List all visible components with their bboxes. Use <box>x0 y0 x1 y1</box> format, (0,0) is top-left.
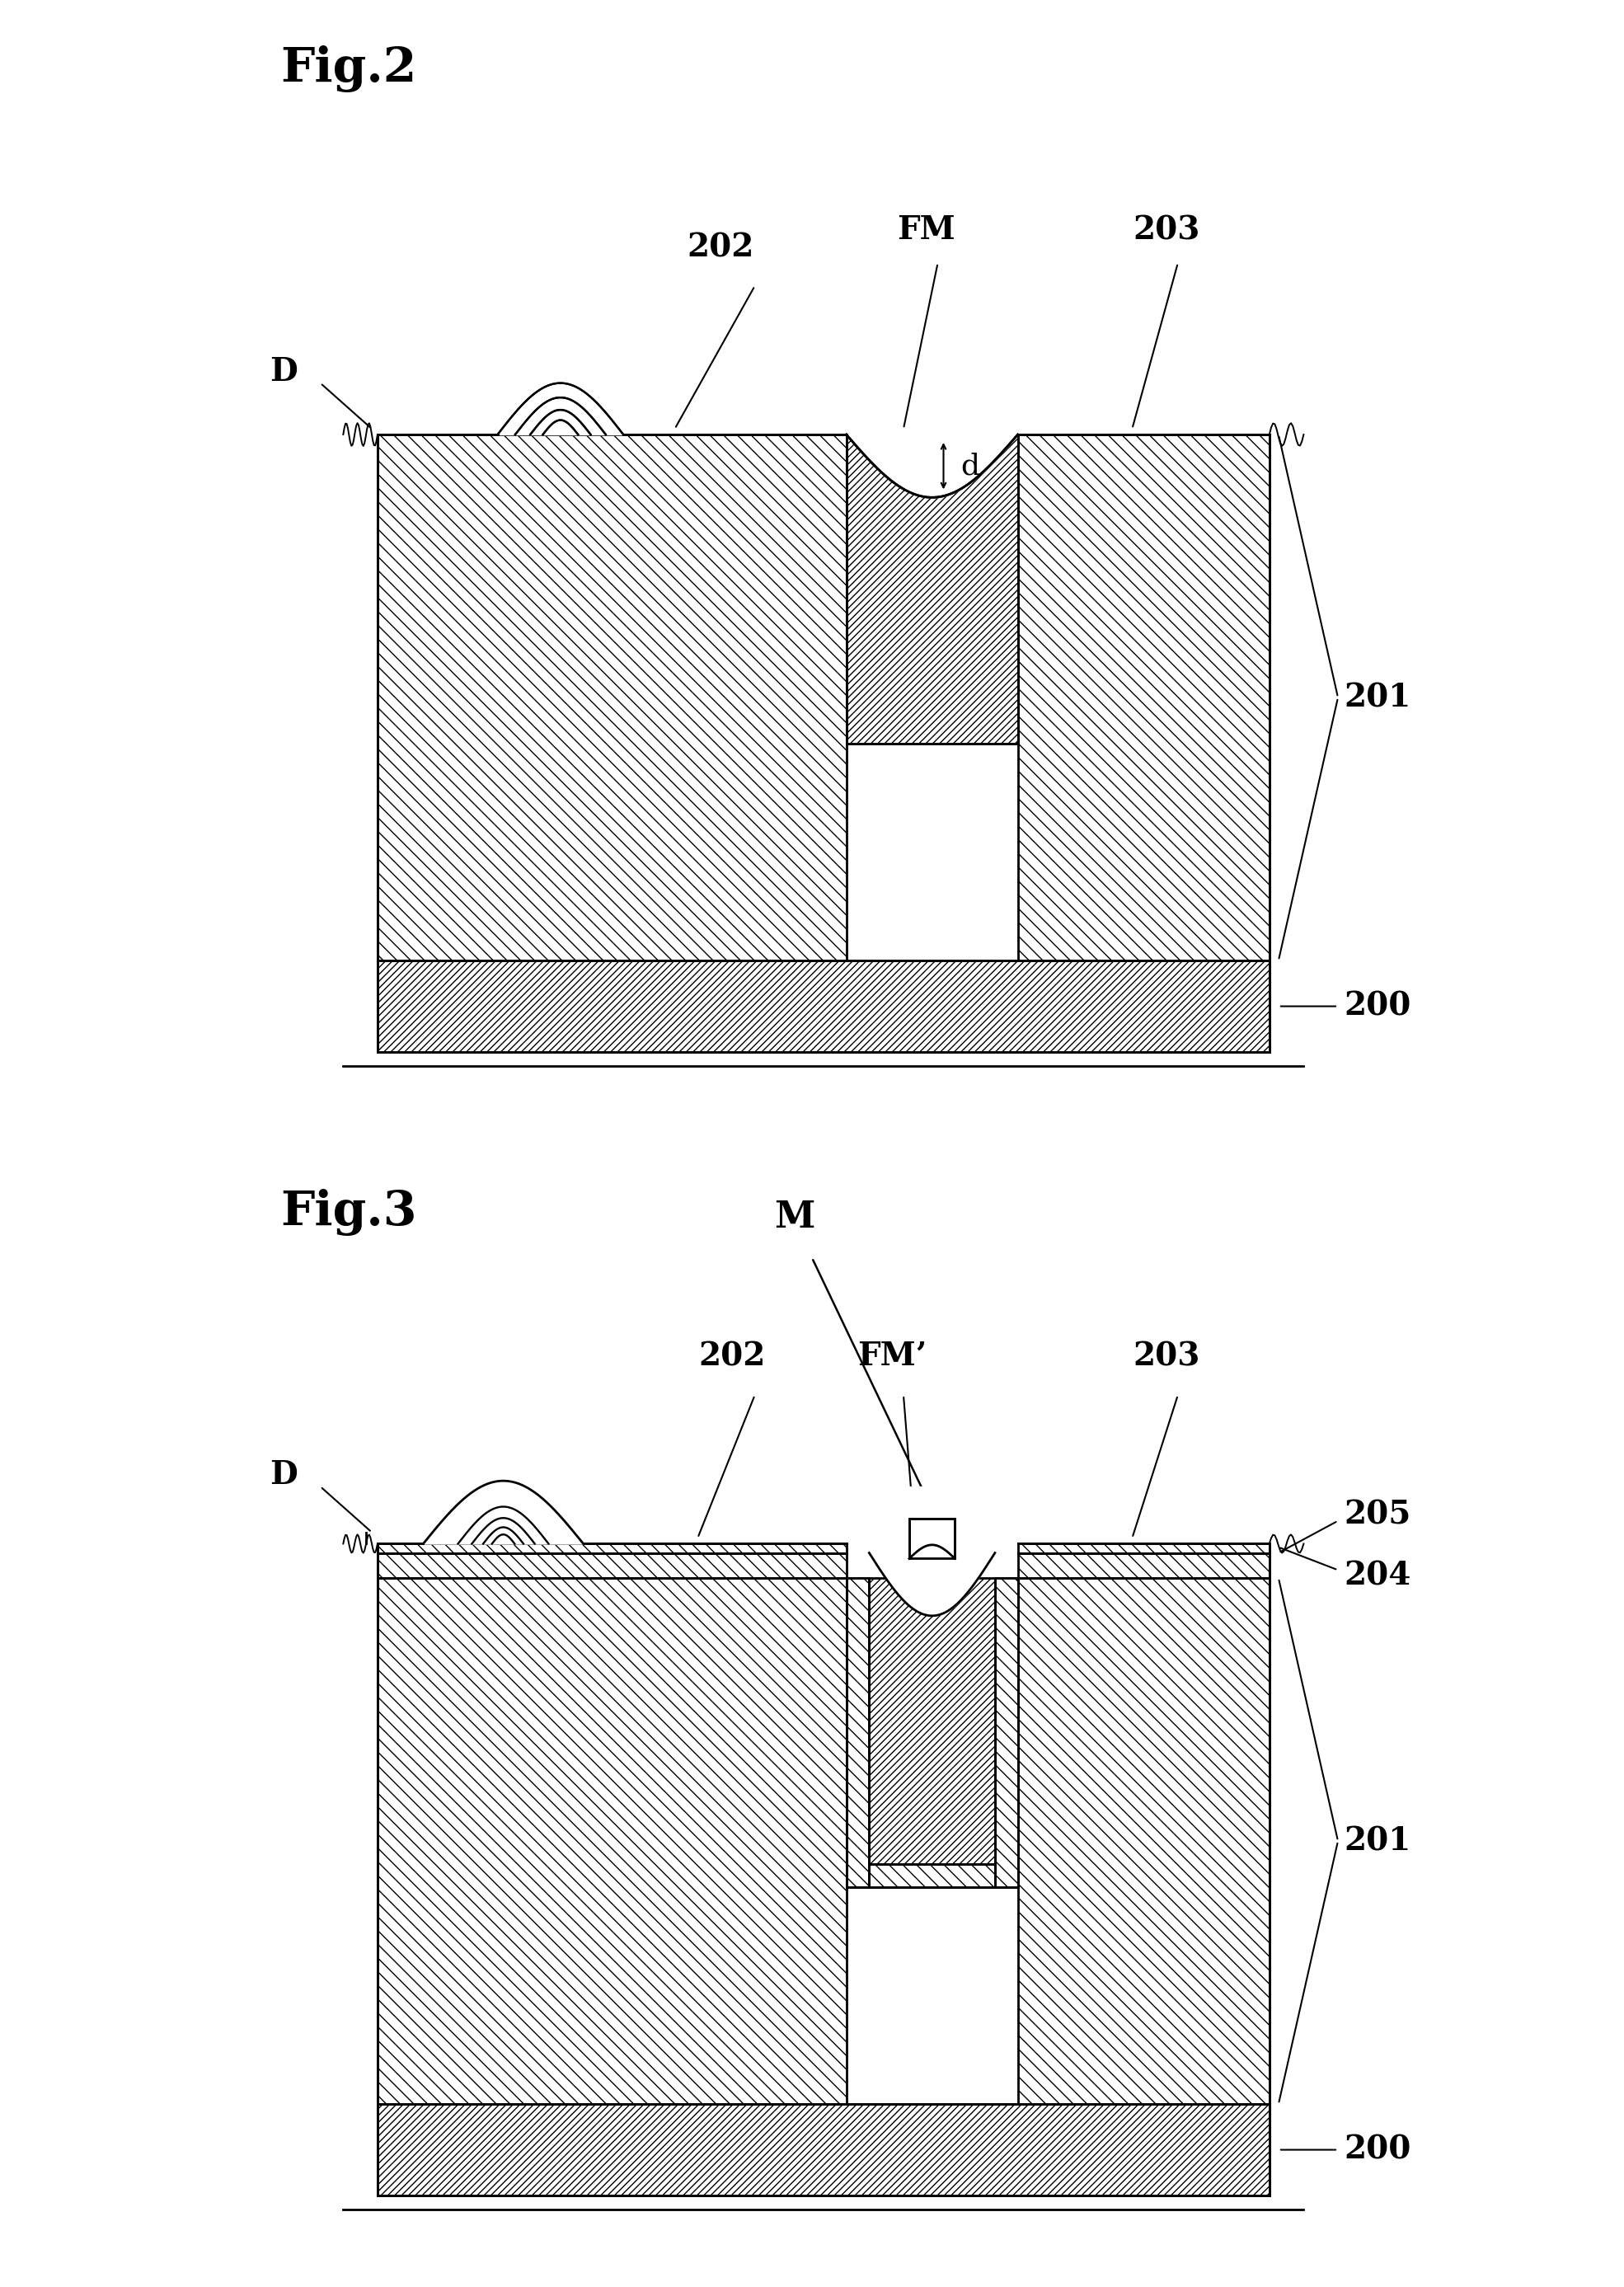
Polygon shape <box>846 1578 869 1887</box>
Text: 202: 202 <box>698 1340 765 1372</box>
Polygon shape <box>377 1544 846 1553</box>
Polygon shape <box>377 1553 846 1578</box>
Polygon shape <box>377 435 846 961</box>
Text: 202: 202 <box>687 231 754 263</box>
Text: 203: 203 <box>1134 1340 1200 1372</box>
Text: 203: 203 <box>1134 215 1200 247</box>
Polygon shape <box>1018 1553 1270 1578</box>
Text: D: D <box>270 357 297 387</box>
Text: FM’: FM’ <box>857 1340 927 1372</box>
Text: M: M <box>775 1198 815 1235</box>
Polygon shape <box>377 1578 846 2104</box>
Polygon shape <box>1018 1578 1270 2104</box>
Polygon shape <box>869 1864 996 1887</box>
Text: D: D <box>270 1459 297 1491</box>
Polygon shape <box>846 1578 1018 1887</box>
Polygon shape <box>1018 1544 1270 1553</box>
Polygon shape <box>377 961 1270 1052</box>
Text: 200: 200 <box>1343 990 1411 1022</box>
Polygon shape <box>846 435 1018 743</box>
Text: Fig.3: Fig.3 <box>281 1189 417 1237</box>
Polygon shape <box>377 2104 1270 2196</box>
Text: 200: 200 <box>1343 2134 1411 2166</box>
Text: 201: 201 <box>1343 1825 1411 1857</box>
Polygon shape <box>1018 435 1270 961</box>
Text: 204: 204 <box>1343 1560 1411 1592</box>
Text: 205: 205 <box>1343 1500 1411 1530</box>
Polygon shape <box>996 1578 1018 1887</box>
Text: d: d <box>961 453 979 480</box>
Text: FM: FM <box>896 215 955 247</box>
Text: 201: 201 <box>1343 682 1411 714</box>
Polygon shape <box>909 1519 955 1560</box>
Text: Fig.2: Fig.2 <box>281 46 417 94</box>
